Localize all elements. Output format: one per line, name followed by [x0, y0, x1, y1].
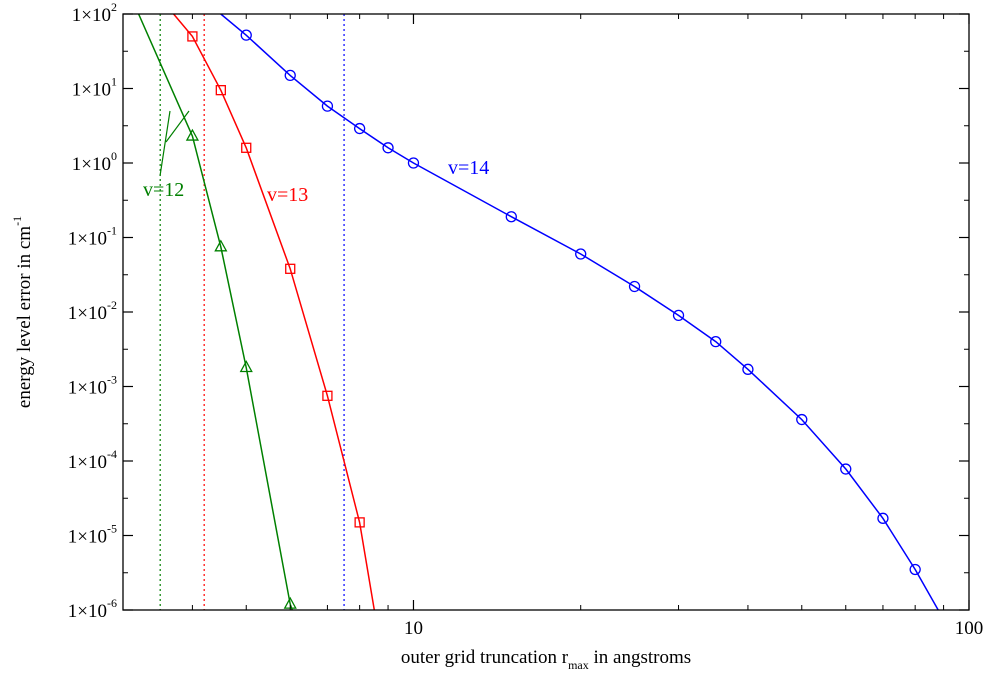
marker-v-13 [187, 31, 198, 42]
series-labels: v=12 v=13 v=14 [143, 110, 489, 206]
threshold-lines [159, 14, 345, 610]
x-tick-label: 100 [955, 618, 984, 639]
marker-v-14 [321, 100, 334, 112]
marker-v-14 [505, 211, 517, 223]
label-leader-v-12 [159, 110, 171, 177]
label-leader-v-12 [165, 110, 190, 143]
marker-v-14 [840, 463, 852, 475]
marker-v-13 [354, 517, 365, 528]
series-label-v-12: v=12 [143, 179, 184, 201]
marker-v-14 [628, 280, 641, 293]
marker-v-14 [284, 69, 296, 82]
marker-v-14 [742, 363, 754, 375]
y-tick-label: 1×10-6 [68, 596, 117, 622]
marker-v-14 [240, 29, 252, 41]
y-tick-label: 1×102 [72, 0, 117, 26]
marker-v-12 [214, 239, 228, 252]
marker-v-14 [407, 157, 420, 169]
y-axis-title: energy level error in cm-1 [10, 216, 35, 408]
series-line-v-14 [220, 14, 939, 610]
series-line-v-13 [173, 14, 376, 610]
marker-v-14 [353, 122, 366, 135]
y-tick-label: 1×101 [72, 75, 117, 101]
marker-v-13 [322, 390, 333, 401]
axis-tick-labels: 1×102 1×101 1×100 1×10-1 1×10-2 1×10-3 1×10-4 1… [68, 0, 983, 639]
y-tick-label: 1×10-1 [68, 224, 117, 250]
series-markers [185, 29, 921, 609]
marker-v-14 [382, 142, 394, 154]
y-tick-label: 1×100 [72, 149, 117, 175]
marker-v-13 [241, 142, 252, 153]
marker-v-14 [575, 248, 587, 260]
series-label-v-13: v=13 [267, 184, 308, 206]
y-tick-label: 1×10-2 [68, 298, 117, 324]
y-tick-label: 1×10-5 [68, 522, 117, 548]
marker-v-14 [877, 512, 889, 524]
y-tick-label: 1×10-4 [68, 447, 117, 473]
marker-v-12 [239, 360, 253, 373]
marker-v-13 [285, 263, 296, 274]
marker-v-14 [796, 413, 808, 426]
marker-v-13 [215, 85, 226, 96]
series-label-v-14: v=14 [448, 157, 489, 179]
axis-ticks [123, 13, 970, 611]
plot-frame [122, 13, 970, 611]
series-line-v-12 [137, 14, 293, 610]
x-tick-label: 10 [404, 618, 423, 639]
y-tick-label: 1×10-3 [68, 373, 117, 399]
marker-v-14 [710, 335, 722, 348]
marker-v-14 [909, 563, 921, 576]
marker-v-14 [672, 309, 685, 322]
series-lines [137, 14, 939, 610]
marker-v-12 [185, 128, 200, 141]
x-axis-title: outer grid truncation rmax in angstroms [401, 647, 691, 672]
